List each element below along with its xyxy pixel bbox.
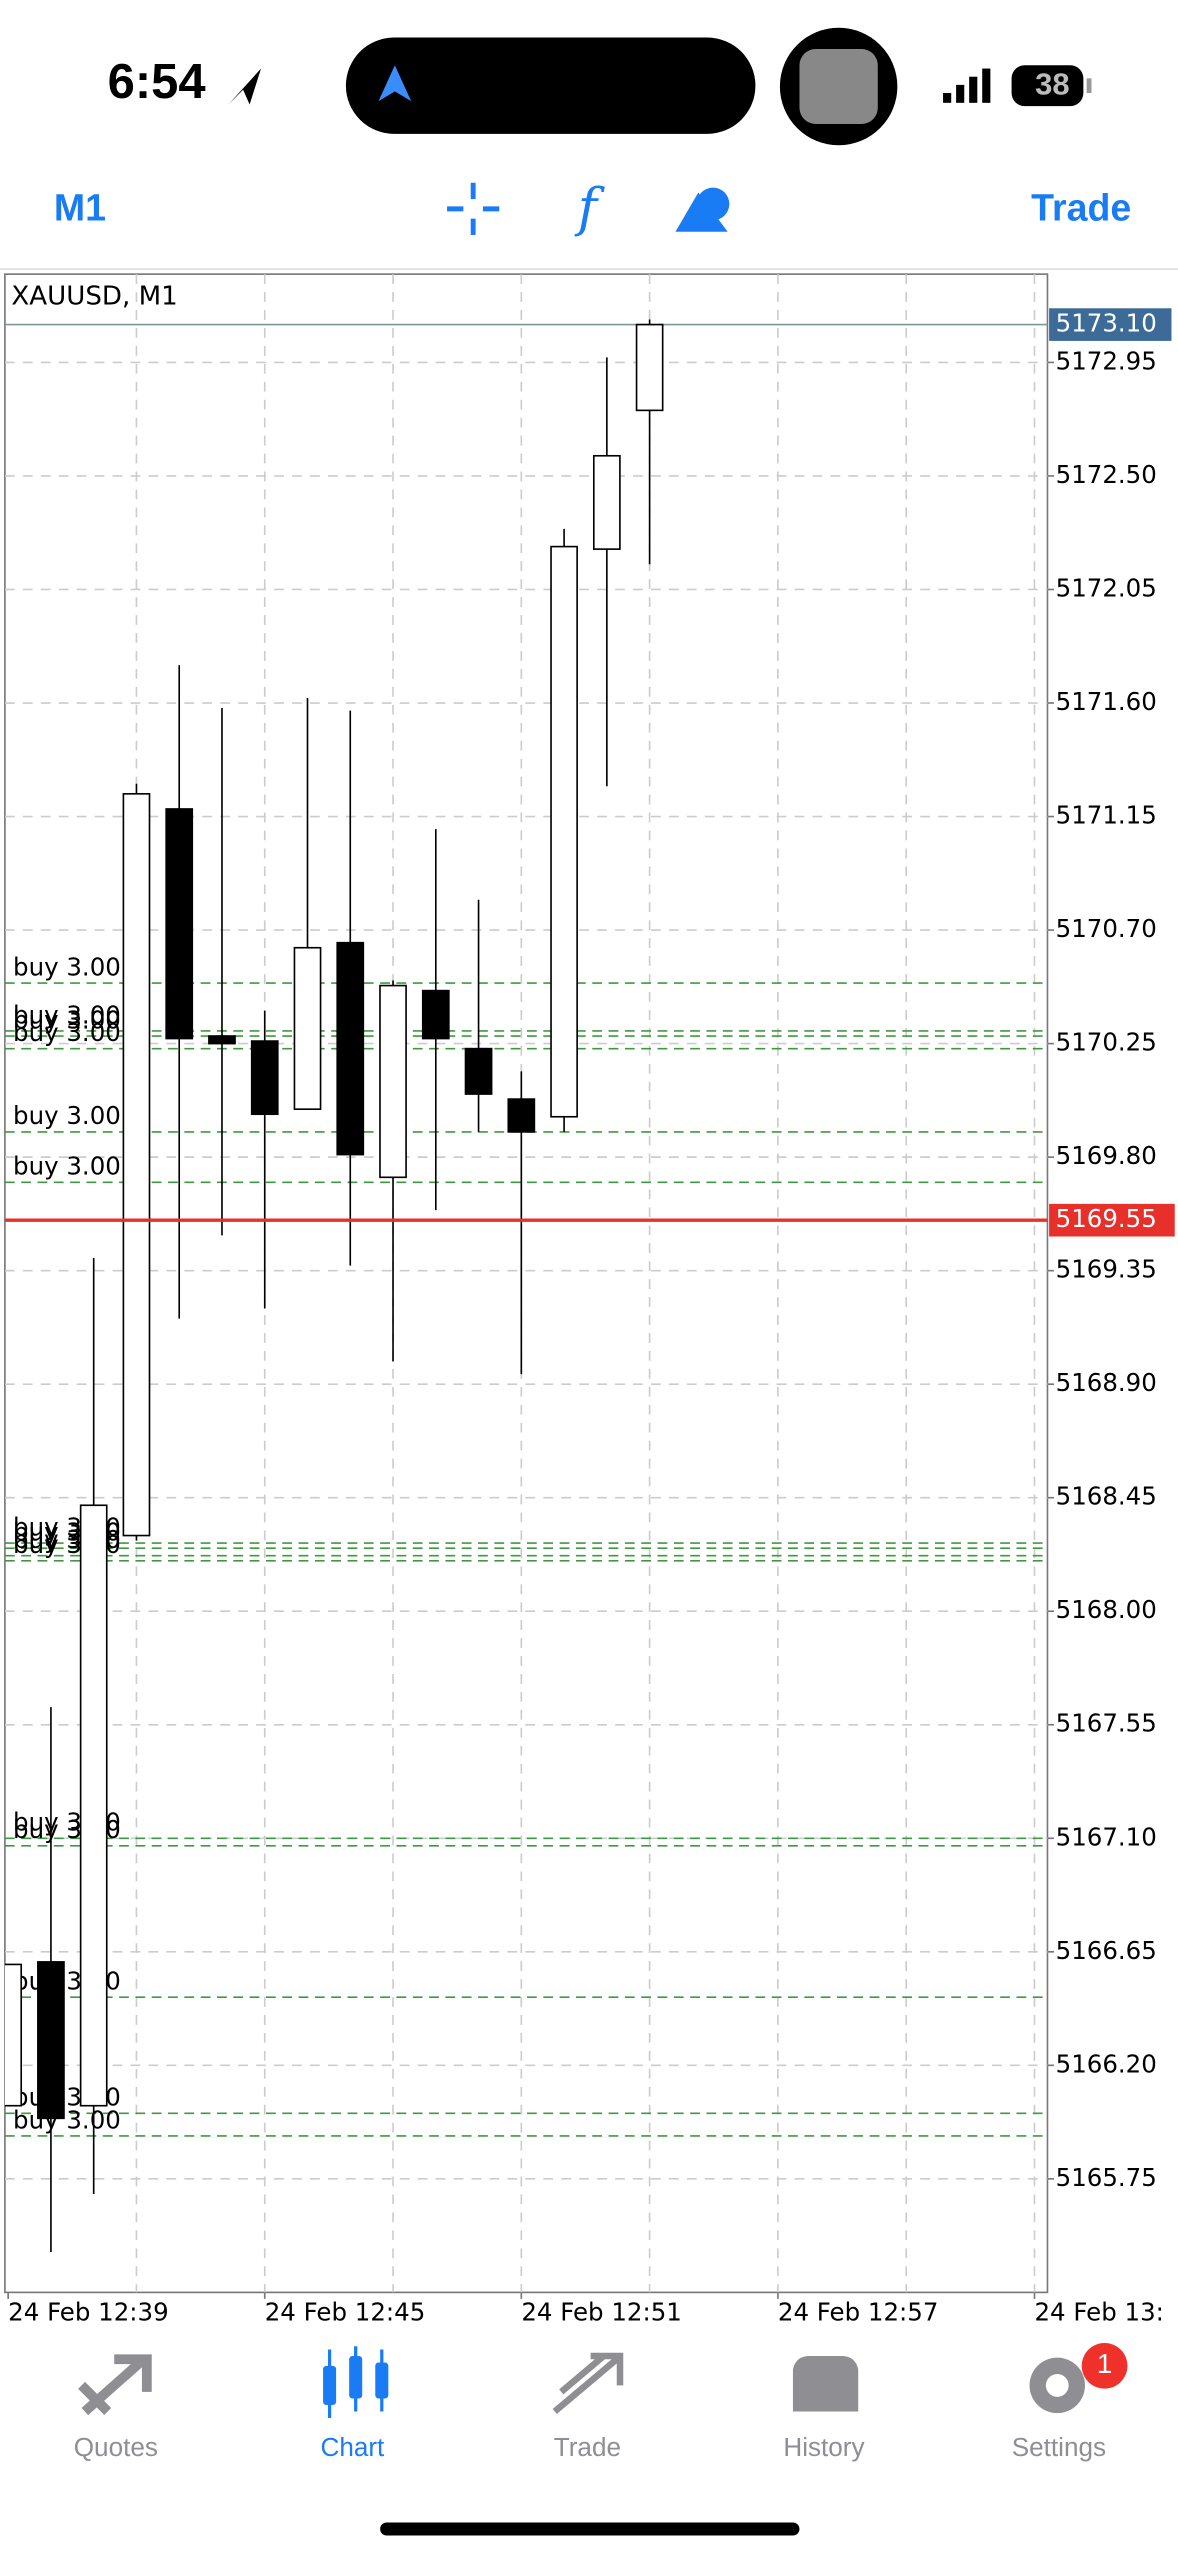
avatar [799,48,878,125]
y-tick-label: 5165.75 [1056,2163,1157,2192]
tab-quotes[interactable]: Quotes [74,2432,158,2462]
y-tick-label: 5166.20 [1056,2049,1157,2078]
x-tick-label: 24 Feb 12:45 [265,2298,426,2327]
candle-body [421,989,450,1040]
home-indicator [380,2522,800,2536]
x-tick-label: 24 Feb 12:39 [8,2298,169,2327]
x-tick-label: 24 Feb 13: [1034,2298,1163,2327]
battery-tip [1086,78,1092,94]
y-tick-label: 5168.45 [1056,1482,1157,1511]
candle-body [4,1963,23,2107]
nav-icon [378,65,412,102]
timeframe-button[interactable]: M1 [54,186,106,228]
candle-body [122,793,151,1537]
candle-body [336,941,365,1156]
y-tick-label: 5166.65 [1056,1936,1157,1965]
candle-body [464,1047,493,1095]
order-label: buy 3.00 [13,2105,121,2134]
candle-body [208,1035,236,1045]
candle-body [379,984,407,1179]
y-tick-label: 5172.50 [1056,460,1157,489]
order-label: buy 3.00 [13,1018,121,1047]
tab-chart[interactable]: Chart [321,2432,386,2462]
order-label: buy 3.00 [13,952,121,981]
y-tick-label: 5168.90 [1056,1368,1157,1397]
location-icon [228,68,262,105]
y-tick-label: 5168.00 [1056,1595,1157,1624]
candle-body [550,545,578,1118]
chart-title: XAUUSD, M1 [11,281,177,311]
tab-trade[interactable]: Trade [554,2432,621,2462]
x-tick-label: 24 Feb 12:51 [521,2298,682,2327]
candle-body [79,1504,108,2107]
y-tick-label: 5167.55 [1056,1709,1157,1738]
y-tick-label: 5170.70 [1056,914,1157,943]
objects-button[interactable] [675,187,730,232]
indicators-button[interactable]: f [574,179,606,239]
candle-body [507,1098,536,1133]
y-tick-label: 5167.10 [1056,1822,1157,1851]
status-time: 6:54 [108,55,206,109]
battery-level: 38 [1035,67,1069,102]
tab-history[interactable]: History [783,2432,864,2462]
y-tick-label: 5172.05 [1056,573,1157,602]
y-tick-label: 5171.15 [1056,801,1157,830]
tab-settings[interactable]: Settings [1012,2432,1106,2462]
candle-body [635,323,664,412]
y-tick-label: 5171.60 [1056,687,1157,716]
order-label: buy 3.00 [13,1101,121,1130]
crosshair-button[interactable] [447,182,500,235]
candle-body [592,454,621,550]
x-tick-label: 24 Feb 12:57 [778,2298,939,2327]
bid-label: 5169.55 [1056,1204,1157,1233]
dynamic-island [345,37,756,134]
y-tick-label: 5172.95 [1056,346,1157,375]
bid-tag [1049,1203,1175,1237]
order-label: buy 3.00 [13,1000,121,1029]
tab-icons [78,2342,1128,2419]
candle-body [37,1961,65,2120]
last-price-label: 5173.10 [1056,309,1157,338]
trade-button[interactable]: Trade [1031,186,1131,228]
plot-frame [4,273,1049,2294]
last-price-tag [1049,308,1172,341]
candle-body [250,1040,279,1116]
order-label: buy 3.00 [13,1005,121,1034]
candle-body [293,946,322,1111]
settings-badge: 1 [1097,2348,1112,2379]
battery [1011,65,1084,107]
candle-body [165,808,194,1040]
order-label: buy 3.00 [13,1152,121,1181]
y-tick-label: 5170.25 [1056,1028,1157,1057]
y-tick-label: 5169.80 [1056,1141,1157,1170]
signal-icon [943,68,991,103]
y-tick-label: 5169.35 [1056,1255,1157,1284]
